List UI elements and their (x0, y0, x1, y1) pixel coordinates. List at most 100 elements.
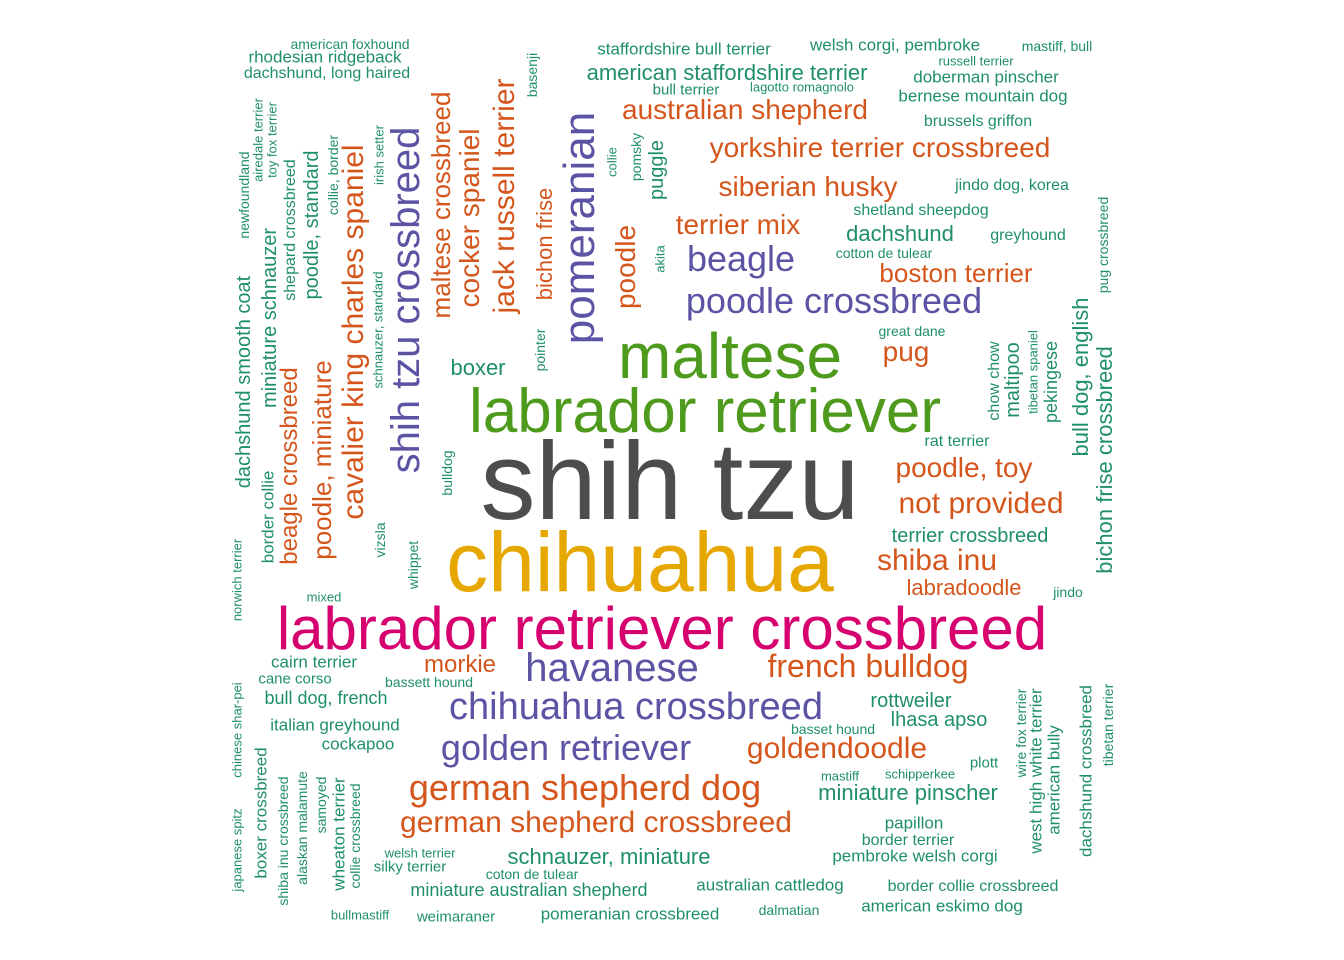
word: havanese (525, 646, 699, 690)
word: bichon frise (532, 187, 557, 301)
word: shiba inu (876, 544, 998, 577)
word: maltese (617, 320, 843, 392)
word: mixed (306, 589, 342, 605)
word: collie crossbreed (347, 783, 363, 889)
word: boxer crossbreed (251, 747, 271, 879)
word: german shepherd crossbreed (400, 806, 792, 839)
word: rottweiler (870, 690, 952, 712)
word: dachshund, long haired (243, 65, 411, 82)
word: cane corso (258, 670, 332, 688)
word: cocker spaniel (454, 128, 485, 308)
word: boxer (450, 355, 506, 380)
word: plott (969, 754, 999, 772)
word: coton de tulear (485, 866, 579, 882)
word: pembroke welsh corgi (832, 846, 998, 866)
word: labrador retriever (468, 377, 942, 446)
word: italian greyhound (270, 715, 400, 735)
word: irish setter (371, 125, 387, 185)
word: chow chow (986, 341, 1003, 421)
word: goldendoodle (746, 732, 928, 765)
word: mastiff (820, 768, 860, 784)
word: cairn terrier (271, 652, 357, 672)
word: border terrier (861, 832, 955, 849)
word: beagle (686, 238, 796, 279)
word: american bully (1044, 725, 1064, 835)
word: norwich terrier (229, 538, 245, 622)
word: pug (882, 336, 930, 367)
word: cavalier king charles spaniel (337, 144, 370, 520)
word: dachshund smooth coat (233, 275, 255, 489)
word: west high white terrier (1026, 688, 1046, 854)
word: puggle (646, 139, 668, 201)
word: akita (652, 245, 668, 273)
word: bichon frise crossbreed (1092, 346, 1117, 574)
word: bull dog, french (264, 688, 388, 708)
word: pointer (532, 328, 548, 372)
word: russell terrier (938, 53, 1014, 69)
word: shih tzu (480, 420, 860, 543)
word: pug crossbreed (1095, 196, 1111, 294)
word: poodle crossbreed (685, 280, 983, 321)
word: shetland sheepdog (853, 202, 989, 219)
word: poodle, miniature (307, 360, 337, 560)
word: chihuahua crossbreed (449, 686, 823, 728)
word: dachshund (846, 221, 954, 246)
word: lagotto romagnolo (749, 79, 855, 95)
word: rat terrier (924, 433, 990, 450)
word: poodle, toy (895, 452, 1033, 483)
word: poodle, standard (301, 150, 323, 300)
word: vizsla (372, 522, 388, 558)
word: shiba inu crossbreed (275, 776, 291, 906)
word: terrier crossbreed (891, 525, 1049, 547)
word: jindo (1053, 584, 1083, 600)
word: schnauzer, miniature (507, 844, 711, 869)
word: morkie (423, 651, 497, 678)
word: lhasa apso (890, 709, 988, 731)
word: shih tzu crossbreed (384, 126, 428, 474)
word: papillon (884, 813, 944, 833)
word: bernese mountain dog (898, 86, 1068, 106)
word: maltese crossbreed (426, 91, 456, 319)
word: labrador retriever crossbreed (276, 595, 1048, 662)
word: tibetan terrier (1100, 683, 1116, 767)
word: golden retriever (440, 727, 692, 768)
word: bull terrier (652, 81, 720, 99)
word: yorkshire terrier crossbreed (709, 132, 1051, 163)
word: basset hound (790, 721, 876, 737)
word: mastiff, bull (1021, 38, 1093, 54)
word: siberian husky (718, 171, 898, 202)
word: whippet (405, 540, 421, 590)
word: schipperkee (884, 766, 956, 782)
word: great dane (878, 323, 946, 339)
word: staffordshire bull terrier (597, 39, 771, 59)
word: dalmatian (758, 902, 820, 918)
word: basenji (524, 52, 540, 98)
word: australian cattledog (696, 875, 844, 895)
word: bulldog (439, 450, 455, 496)
word: toy fox terrier (264, 102, 280, 178)
word: cotton de tulear (835, 245, 933, 261)
word: border collie (258, 470, 278, 564)
word: japanese spitz (229, 808, 245, 892)
word: miniature pinscher (818, 780, 998, 805)
word: brussels griffon (923, 113, 1033, 130)
word: labradoodle (906, 575, 1022, 600)
word: tibetan spaniel (1025, 330, 1041, 414)
word: cockapoo (321, 734, 395, 754)
word: beagle crossbreed (276, 367, 303, 565)
word: collie, border (325, 134, 341, 216)
word: alaskan malamute (294, 771, 310, 885)
word: collie (604, 147, 620, 177)
word: american foxhound (290, 36, 410, 52)
word: wheaton terrier (329, 777, 349, 891)
word: chihuahua (446, 515, 834, 609)
word: german shepherd dog (408, 767, 762, 808)
word: dachshund crossbreed (1076, 684, 1096, 858)
word: schnauzer, standard (370, 271, 386, 389)
word: pekingese (1041, 340, 1061, 424)
word: newfoundland (236, 151, 252, 239)
word: not provided (898, 487, 1064, 520)
word: doberman pinscher (913, 67, 1059, 87)
word: terrier mix (675, 209, 801, 240)
